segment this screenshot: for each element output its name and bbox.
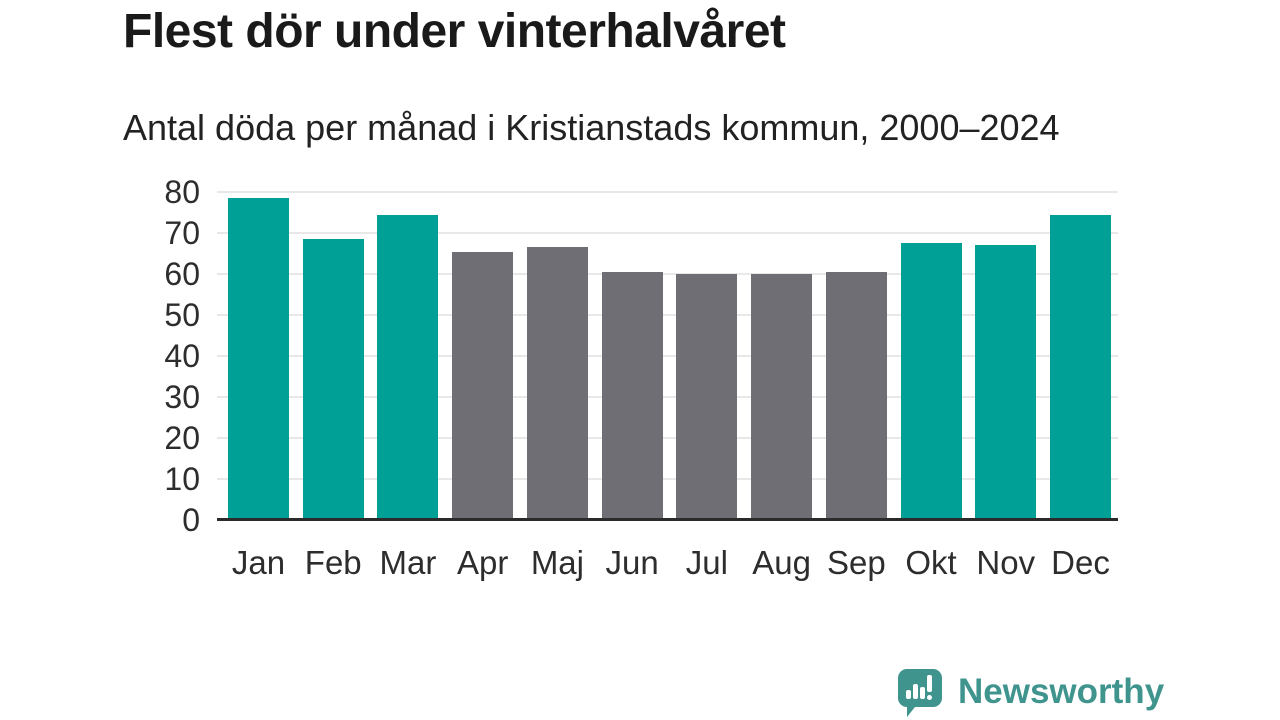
x-tick-label-jan: Jan [231, 544, 286, 581]
x-tick-label-aug: Aug [752, 544, 811, 581]
brand-name: Newsworthy [958, 672, 1165, 711]
bar-apr [452, 251, 514, 518]
y-tick-label-70: 70 [164, 215, 200, 251]
x-tick-label-mar: Mar [379, 544, 437, 581]
bar-jan [228, 198, 289, 518]
bar-jul [676, 274, 738, 518]
y-tick-label-10: 10 [164, 461, 200, 497]
y-tick-label-80: 80 [164, 174, 200, 210]
bar-dec [1050, 214, 1111, 518]
x-tick-label-sep: Sep [826, 544, 886, 581]
y-tick-label-60: 60 [164, 256, 200, 292]
gridline-80 [217, 191, 1118, 193]
y-tick-label-30: 30 [164, 379, 200, 415]
bar-aug [751, 274, 813, 518]
gridline-60 [217, 273, 1118, 275]
x-tick-label-maj: Maj [530, 544, 584, 581]
brand-footer: Newsworthy [897, 668, 1165, 717]
gridline-20 [217, 437, 1118, 439]
bar-okt [900, 243, 962, 518]
y-tick-label-40: 40 [164, 338, 200, 374]
newsworthy-logo-icon [898, 668, 942, 717]
x-tick-label-apr: Apr [456, 544, 509, 581]
bar-feb [302, 239, 364, 518]
gridline-40 [217, 355, 1118, 357]
bar-mar [377, 214, 439, 518]
y-tick-label-50: 50 [164, 297, 200, 333]
gridline-30 [217, 396, 1118, 398]
x-tick-label-feb: Feb [304, 544, 362, 581]
x-tick-label-jun: Jun [605, 544, 659, 581]
plot-area: 0 10 20 30 40 50 60 70 80 Jan Feb Mar Apr Maj Jun Jul A… [164, 174, 1118, 581]
y-tick-label-20: 20 [164, 420, 200, 456]
bar-nov [975, 245, 1037, 518]
gridline-50 [217, 314, 1118, 316]
x-tick-label-nov: Nov [976, 544, 1036, 581]
y-axis-labels: 0 10 20 30 40 50 60 70 80 [114, 174, 200, 538]
chart-title: Flest dör under vinterhalvåret [123, 5, 786, 58]
gridline-10 [217, 478, 1118, 480]
x-axis-line [217, 518, 1118, 521]
gridline-70 [217, 232, 1118, 234]
bar-maj [526, 247, 588, 518]
x-tick-label-dec: Dec [1051, 544, 1110, 581]
x-axis-labels: Jan Feb Mar Apr Maj Jun Jul Aug Sep Okt Nov Dec [217, 544, 1118, 586]
x-tick-label-okt: Okt [905, 544, 957, 581]
chart-subtitle: Antal döda per månad i Kristianstads kom… [123, 107, 1060, 148]
y-tick-label-0: 0 [182, 502, 200, 538]
bar-sep [825, 272, 887, 518]
x-tick-label-jul: Jul [685, 544, 728, 581]
bar-jun [601, 272, 663, 518]
